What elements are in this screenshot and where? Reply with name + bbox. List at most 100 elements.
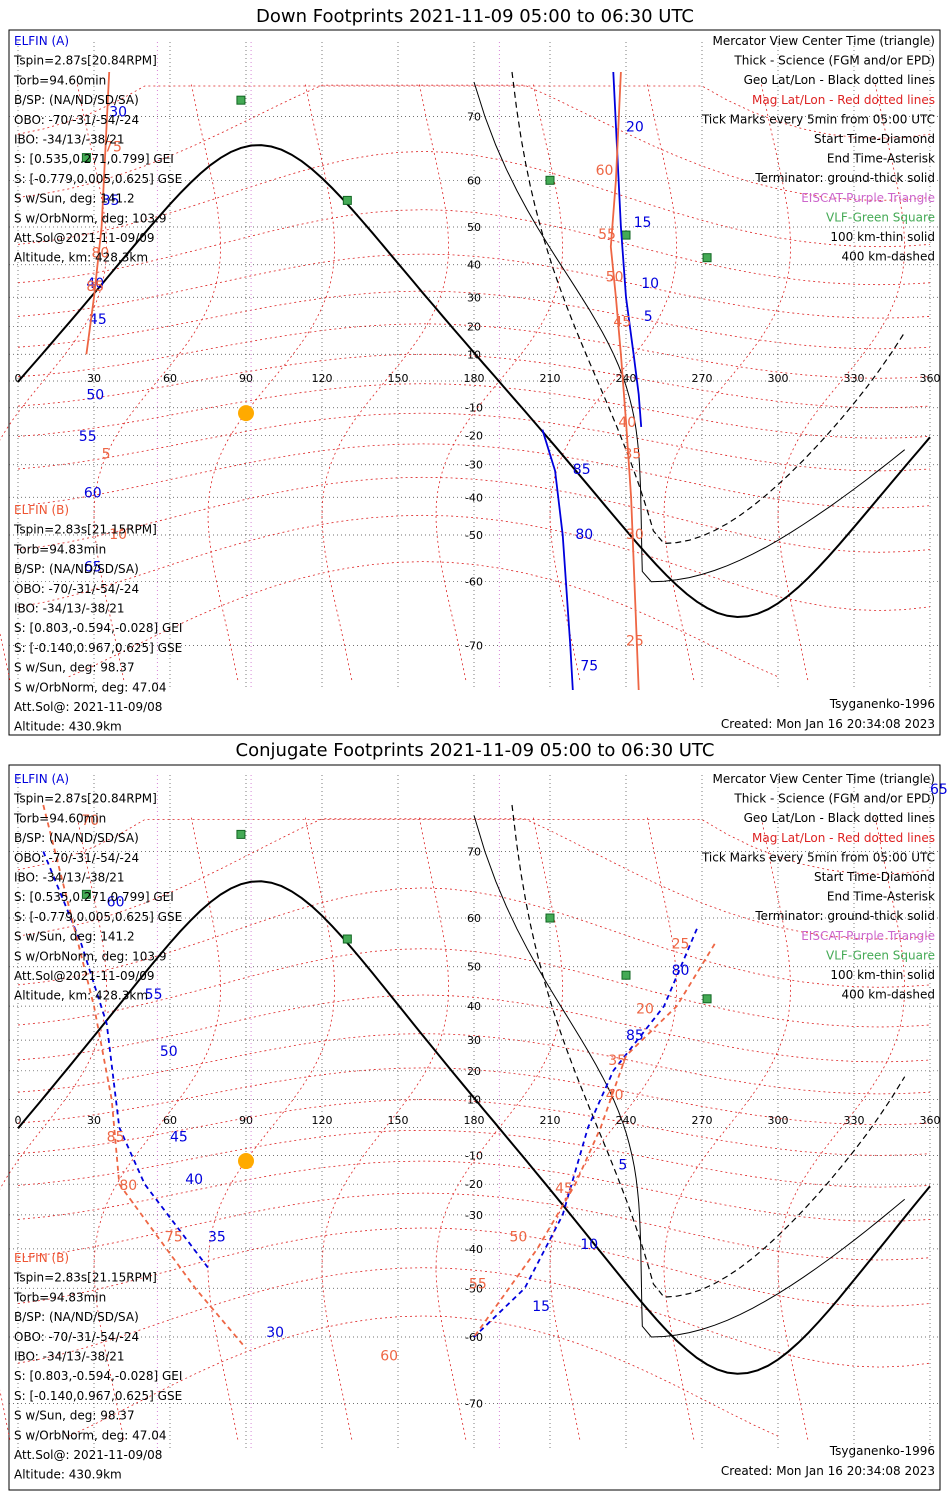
mag-lon-gridline [321,81,450,681]
footprint-tick-label: 70 [81,813,99,829]
mag-lon-gridline [777,81,906,681]
footprint-tick-label: 40 [606,1088,624,1104]
legend-line: Mercator View Center Time (triangle) [713,772,935,786]
y-tick-label: -60 [465,576,483,589]
mag-lat-gridline [17,476,931,553]
conjugate-footprints-panel: Conjugate Footprints 2021-11-09 05:00 to… [0,740,950,1500]
legend-line: Tick Marks every 5min from 05:00 UTC [701,850,935,864]
legend-line: Thick - Science (FGM and/or EPD) [733,792,935,806]
vlf-station-square [236,95,246,105]
footprint-tick-label: 15 [634,215,652,231]
footprint-tick-label: 85 [107,1129,125,1145]
x-tick-label: 60 [163,1114,177,1127]
legend-line: Mag Lat/Lon - Red dotted lines [752,93,935,107]
footprint-tick-label: 85 [573,462,591,478]
y-tick-label: 20 [467,1065,481,1078]
created-label: Created: Mon Jan 16 20:34:08 2023 [721,1464,935,1478]
y-tick-label: -10 [465,1149,483,1162]
footprint-tick-label: 55 [145,987,163,1003]
legend-line: Mercator View Center Time (triangle) [713,34,935,48]
legend-line: Thick - Science (FGM and/or EPD) [733,54,935,68]
y-tick-label: 20 [467,321,481,334]
y-tick-label: 50 [467,961,481,974]
legend-line: 100 km-thin solid [830,230,935,244]
x-tick-label: 210 [540,1114,561,1127]
legend-line: End Time-Asterisk [827,152,935,166]
footprint-tick-label: 40 [185,1172,203,1188]
footprint-tick-label: 50 [509,1230,527,1246]
down-title: Down Footprints 2021-11-09 05:00 to 06:3… [256,6,694,27]
conjugate-footprints-chart: 0 30 60 90 120 150 180 210 240 270 300 330 360706050… [0,764,948,1491]
footprint-tick-label: 50 [160,1044,178,1060]
y-tick-label: -50 [465,1282,483,1295]
elfin-b-info-line: IBO: -34/13/-38/21 [14,1350,125,1364]
vlf-station-square [621,230,631,240]
elfin-a-info-line: S: [-0.779,0.005,0.625] GSE [14,910,182,924]
footprint-tick-label: 5 [618,1158,627,1174]
elfin-a-info-line: B/SP: (NA/ND/SD/SA) [14,93,139,107]
mag-lon-gridline [207,81,336,681]
mag-lat-gridline [17,1160,931,1222]
footprint-tick-label: 55 [469,1276,487,1292]
vlf-station-square [342,934,352,944]
elfin-b-info-line: Torb=94.83min [13,1290,106,1304]
x-tick-label: 210 [540,372,561,385]
elfin-a-info-line: Tspin=2.87s[20.84RPM] [13,792,157,806]
y-tick-label: 60 [467,912,481,925]
legend-line: Tick Marks every 5min from 05:00 UTC [701,112,935,126]
y-tick-label: 40 [467,1000,481,1013]
y-tick-label: 70 [467,111,481,124]
vlf-station-square [621,970,631,980]
elfin-a-info-line: B/SP: (NA/ND/SD/SA) [14,831,139,845]
y-tick-label: 70 [467,845,481,858]
footprint-tick-label: 80 [119,1178,137,1194]
mag-lat-gridline [68,561,779,678]
x-tick-label: 300 [768,372,789,385]
footprint-tick-label: 10 [109,527,127,543]
mag-lat-gridline [17,1033,931,1095]
x-tick-label: 180 [464,372,485,385]
elfin-a-info-line: Torb=94.60min [13,811,106,825]
mag-lon-gridline [93,815,222,1440]
footprint-tick-label: 35 [208,1230,226,1246]
footprint-tick-label: 10 [580,1237,598,1253]
vlf-station-square [545,175,555,185]
elfin-b-info-line: Altitude: 430.9km [14,720,122,734]
vlf-station-square [702,994,712,1004]
mag-lat-gridline [17,85,931,139]
footprint-tick-label: 60 [107,895,125,911]
legend-line: End Time-Asterisk [827,890,935,904]
elfin-b-info-line: S w/Sun, deg: 98.37 [14,661,135,675]
elfin-b-info-line: Tspin=2.83s[21.15RPM] [13,1271,157,1285]
mag-lat-gridline [17,818,931,940]
elfin-a-info-line: IBO: -34/13/-38/21 [14,133,125,147]
elfin-b-info-line: B/SP: (NA/ND/SD/SA) [14,1310,139,1324]
footprint-tick-label: 80 [672,963,690,979]
y-tick-label: -30 [465,459,483,472]
legend-line: VLF-Green Square [826,948,935,962]
footprint-tick-label: 20 [626,119,644,135]
footprint-track-elfin-b [85,71,111,355]
legend-line: Geo Lat/Lon - Black dotted lines [744,73,935,87]
down-footprints-panel: Down Footprints 2021-11-09 05:00 to 06:3… [0,0,950,740]
footprint-track-elfin-a [612,71,643,427]
y-tick-label: -20 [465,429,483,442]
legend-line: VLF-Green Square [826,210,935,224]
footprint-tick-label: 45 [89,312,107,328]
footprint-tick-label: 60 [380,1349,398,1365]
footprint-tick-label: 80 [91,246,109,262]
elfin-a-info-line: Att.Sol@2021-11-09/09 [14,231,155,245]
footprint-track-elfin-a [473,928,698,1338]
elfin-b-info-line: Altitude: 430.9km [14,1468,122,1482]
footprint-tick-label: 80 [575,527,593,543]
x-tick-label: 270 [692,1114,713,1127]
vlf-station-square [342,195,352,205]
mag-lon-gridline [549,81,678,681]
footprint-tick-label: 65 [84,559,102,575]
elfin-a-info-line: S w/Sun, deg: 141.2 [14,192,135,206]
mag-lat-gridline [17,948,931,1028]
elfin-b-info-line: ELFIN (B) [14,1251,69,1265]
vlf-station-square [81,153,91,163]
x-tick-label: 0 [15,372,22,385]
footprint-tick-label: 75 [165,1230,183,1246]
